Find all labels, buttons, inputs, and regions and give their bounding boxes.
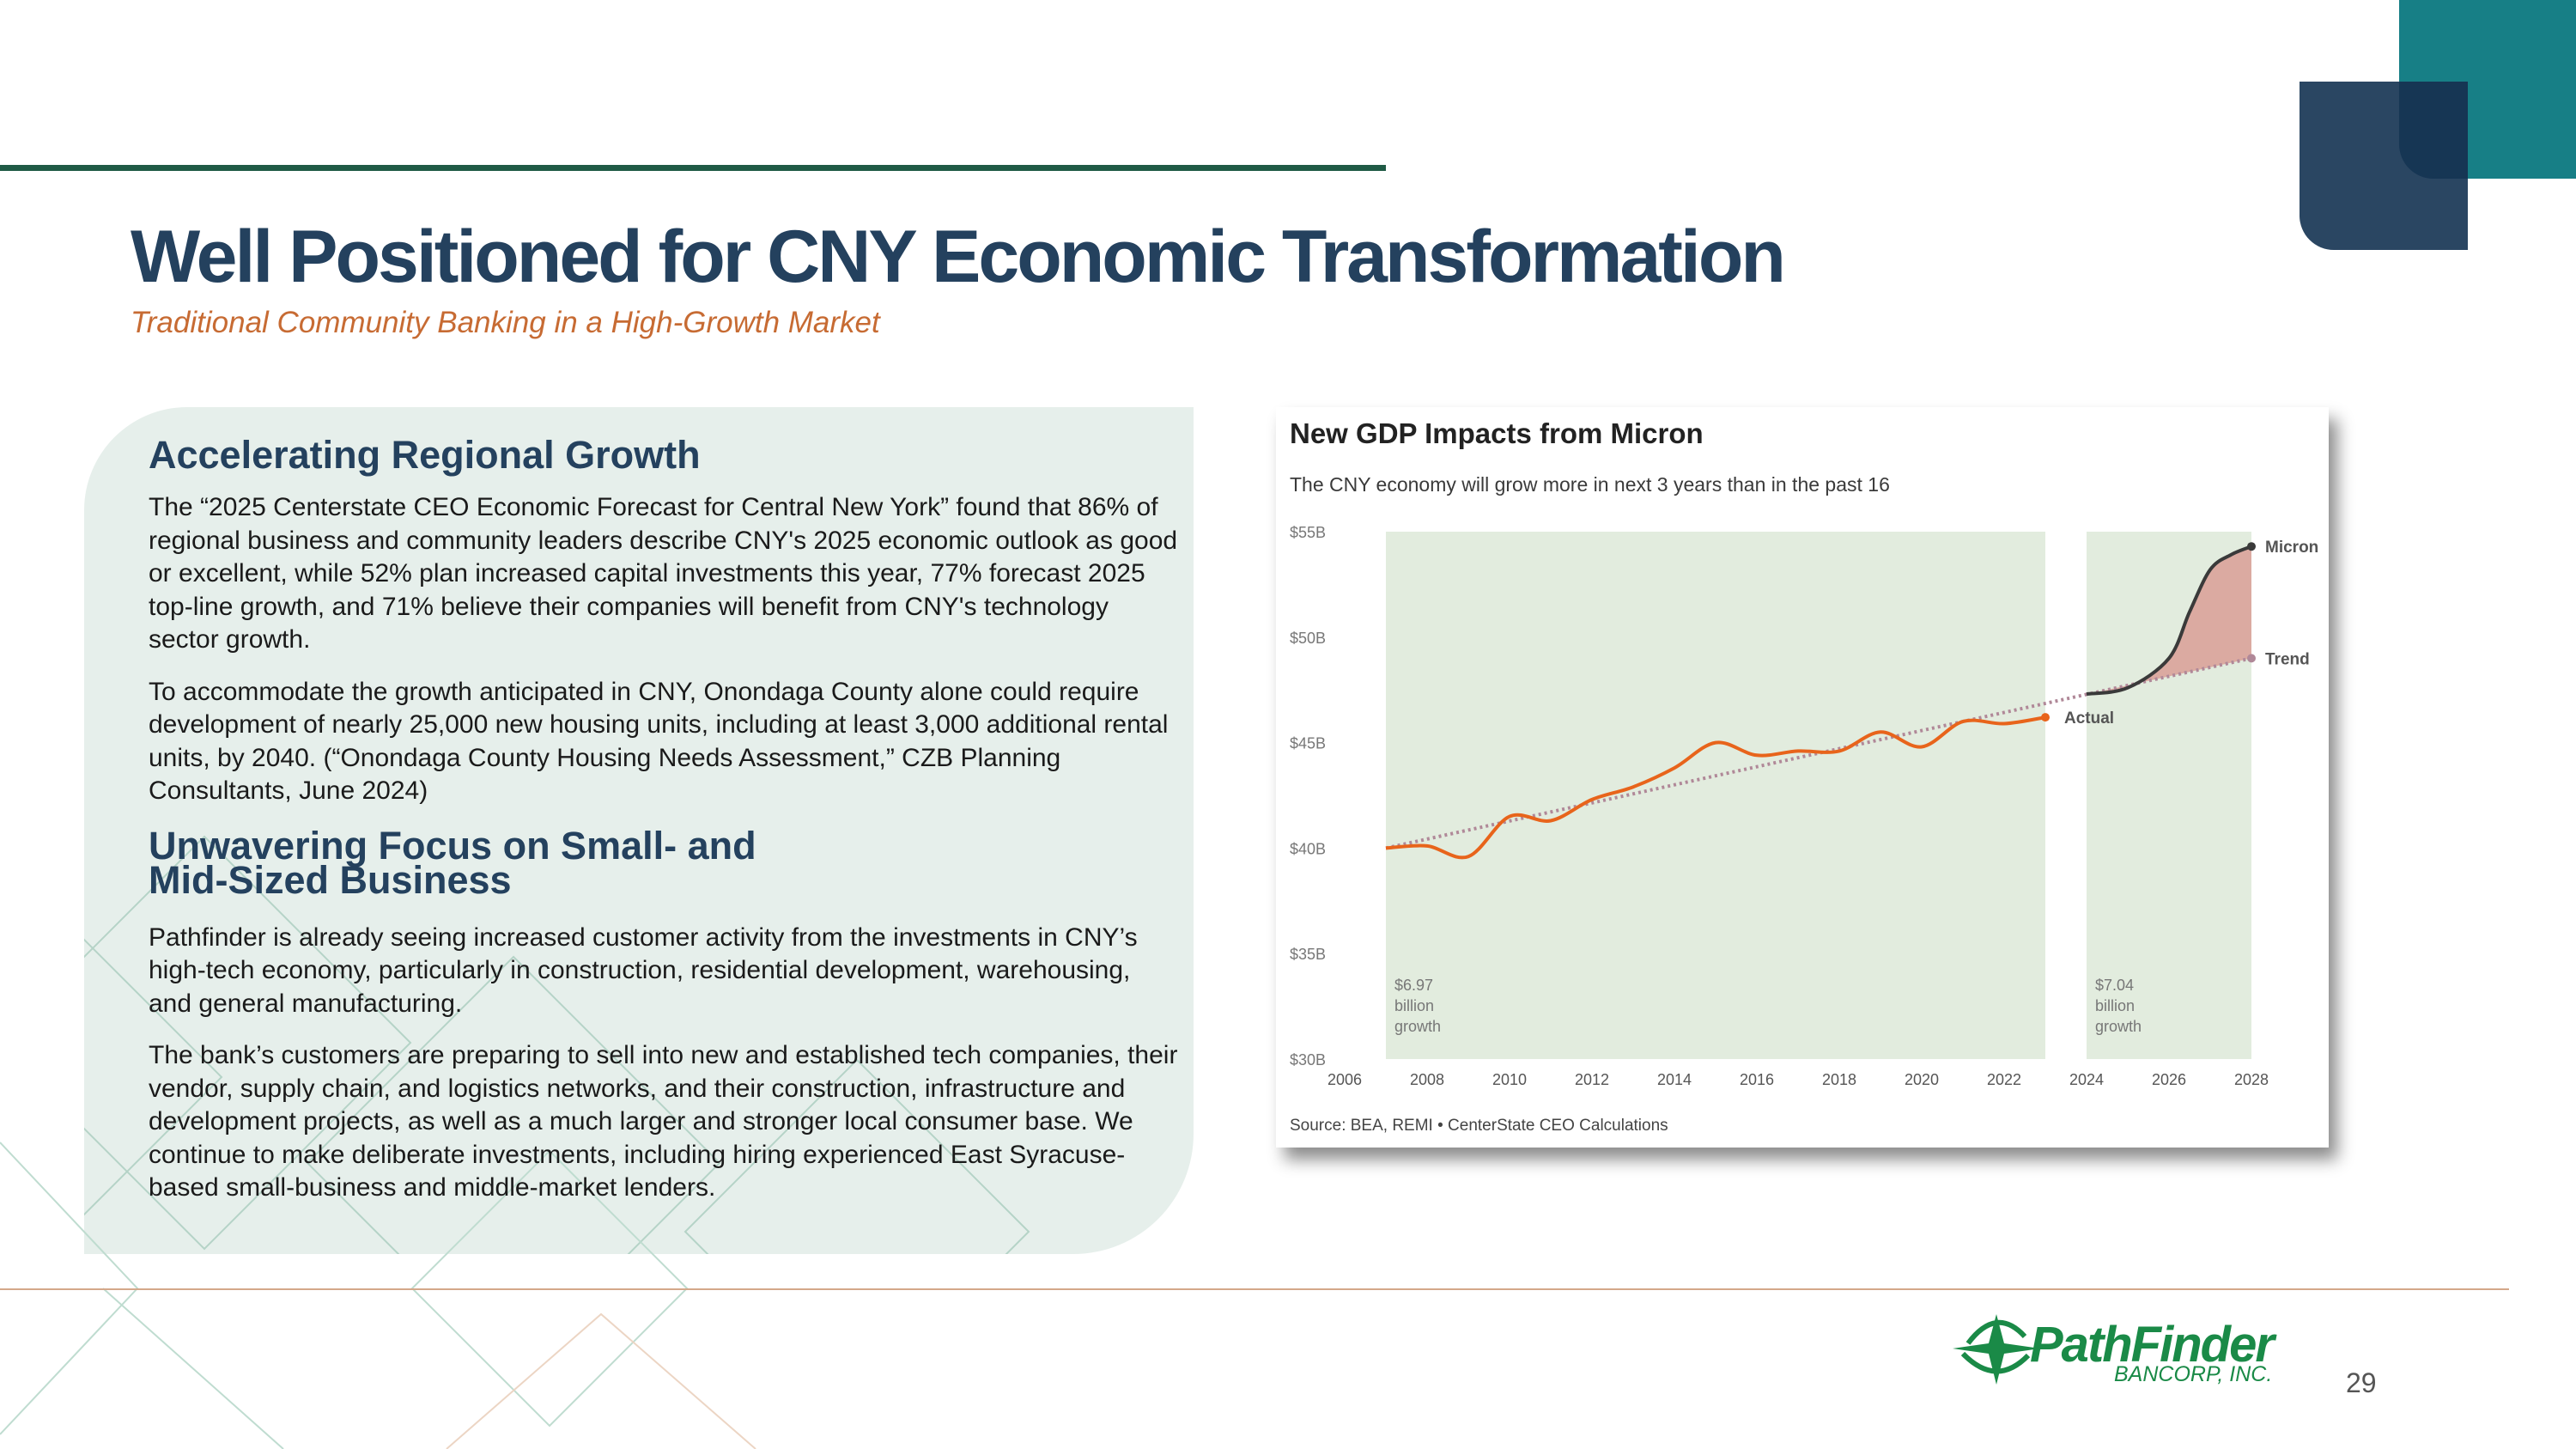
shaded-period-2-label: $7.04 (2095, 977, 2134, 994)
page-number: 29 (2346, 1367, 2377, 1398)
corner-overlap-block (2399, 82, 2468, 179)
shaded-period-2-label: growth (2095, 1018, 2142, 1035)
trend-end-point (2247, 654, 2256, 663)
x-tick-label: 2026 (2152, 1071, 2186, 1088)
text-panel (84, 407, 1194, 1254)
x-tick-label: 2006 (1327, 1071, 1362, 1088)
paragraph-customer-activity: Pathfinder is already seeing increased c… (149, 922, 1138, 1018)
pathfinder-logo: PathFinder BANCORP, INC. (1949, 1311, 2293, 1388)
page-title: Well Positioned for CNY Economic Transfo… (131, 216, 1786, 298)
x-tick-label: 2024 (2069, 1071, 2104, 1088)
shaded-period-1 (1386, 532, 2045, 1059)
x-tick-label: 2018 (1822, 1071, 1856, 1088)
actual-end-point (2041, 713, 2050, 722)
y-tick-label: $40B (1290, 840, 1326, 857)
section-heading-growth: Accelerating Regional Growth (149, 433, 701, 477)
logo-name: PathFinder (2030, 1317, 2275, 1373)
y-tick-label: $50B (1290, 630, 1326, 647)
paragraph-customers-preparing: The bank’s customers are preparing to se… (149, 1041, 1178, 1202)
x-tick-label: 2022 (1987, 1071, 2021, 1088)
chart-title: New GDP Impacts from Micron (1290, 417, 1704, 449)
x-tick-label: 2028 (2234, 1071, 2269, 1088)
chart-card: New GDP Impacts from Micron The CNY econo… (1276, 407, 2329, 1148)
x-tick-label: 2012 (1575, 1071, 1609, 1088)
x-tick-label: 2008 (1410, 1071, 1444, 1088)
micron-end-point (2247, 542, 2256, 551)
logo-subtitle: BANCORP, INC. (2114, 1362, 2273, 1386)
x-tick-label: 2010 (1492, 1071, 1527, 1088)
x-tick-label: 2016 (1740, 1071, 1774, 1088)
shaded-period-1-label: $6.97 (1394, 977, 1433, 994)
y-tick-label: $35B (1290, 946, 1326, 963)
chart-source: Source: BEA, REMI • CenterState CEO Calc… (1290, 1117, 1668, 1135)
section-heading-line-2: Mid-Sized Business (149, 857, 512, 902)
paragraph-forecast: The “2025 Centerstate CEO Economic Forec… (149, 493, 1178, 654)
gdp-chart: New GDP Impacts from Micron The CNY econo… (1290, 417, 2318, 1135)
shaded-period-1-label: growth (1394, 1018, 1441, 1035)
micron-line (2086, 545, 2252, 697)
actual-line (1385, 715, 2046, 860)
actual-series-label: Actual (2064, 709, 2114, 728)
shaded-period-1-label: billion (1394, 997, 1434, 1014)
y-tick-label: $30B (1290, 1051, 1326, 1068)
text-content: Accelerating Regional Growth The “2025 C… (149, 433, 1179, 1205)
x-tick-label: 2020 (1905, 1071, 1939, 1088)
trend-series-label: Trend (2265, 650, 2310, 668)
section-heading-line-1: Unwavering Focus on Small- and (149, 823, 756, 868)
page-subtitle: Traditional Community Banking in a High-… (131, 306, 880, 339)
y-tick-label: $55B (1290, 524, 1326, 541)
section-heading-small-business: Unwavering Focus on Small- and Mid-Sized… (149, 823, 1179, 902)
micron-trend-gap-area (2087, 546, 2251, 695)
y-tick-label: $45B (1290, 735, 1326, 752)
top-rule (0, 165, 1386, 171)
x-tick-label: 2014 (1657, 1071, 1692, 1088)
compass-icon (1953, 1314, 2040, 1385)
shaded-period-2-label: billion (2095, 997, 2135, 1014)
bottom-rule (0, 1288, 2509, 1290)
micron-series-label: Micron (2265, 539, 2318, 557)
chart-subtitle: The CNY economy will grow more in next 3… (1290, 473, 1890, 496)
paragraph-housing: To accommodate the growth anticipated in… (149, 677, 1169, 806)
